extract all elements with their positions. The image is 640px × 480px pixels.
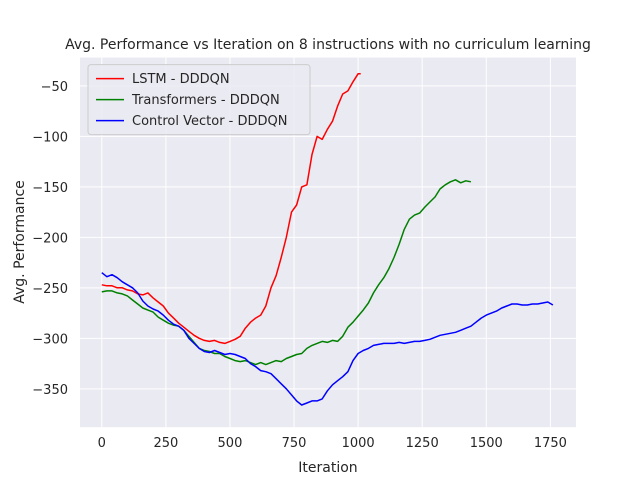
chart-title: Avg. Performance vs Iteration on 8 instr… <box>65 37 591 53</box>
y-tick-label: −250 <box>32 282 68 297</box>
x-tick-label: 750 <box>282 436 307 451</box>
y-tick-label: −150 <box>32 181 68 196</box>
x-tick-label: 1250 <box>406 436 439 451</box>
legend: LSTM - DDDQN Transformers - DDDQN Control … <box>87 64 311 136</box>
legend-label: Control Vector - DDDQN <box>132 114 288 129</box>
x-tick-label: 500 <box>218 436 243 451</box>
series-lines <box>101 73 554 406</box>
y-tick-label: −100 <box>32 130 68 145</box>
x-axis-ticks: 0 250 500 750 1000 1250 1500 1750 <box>98 436 567 451</box>
legend-label: LSTM - DDDQN <box>132 72 230 87</box>
x-tick-label: 1000 <box>342 436 375 451</box>
x-axis-label: Iteration <box>298 460 357 476</box>
y-axis-label: Avg. Performance <box>12 180 28 304</box>
x-tick-label: 1500 <box>470 436 503 451</box>
series-line-1 <box>101 179 472 366</box>
y-tick-label: −50 <box>41 80 68 95</box>
y-tick-label: −350 <box>32 383 68 398</box>
series-line-2 <box>101 272 554 406</box>
x-tick-label: 1750 <box>534 436 567 451</box>
series-line-0 <box>101 73 361 345</box>
legend-frame <box>87 64 311 136</box>
y-tick-label: −300 <box>32 332 68 347</box>
x-tick-label: 250 <box>153 436 178 451</box>
y-axis-ticks: −350 −300 −250 −200 −150 −100 −50 <box>32 80 68 398</box>
x-tick-label: 0 <box>98 436 106 451</box>
gridlines <box>80 57 576 428</box>
y-tick-label: −200 <box>32 231 68 246</box>
legend-label: Transformers - DDDQN <box>131 93 280 108</box>
